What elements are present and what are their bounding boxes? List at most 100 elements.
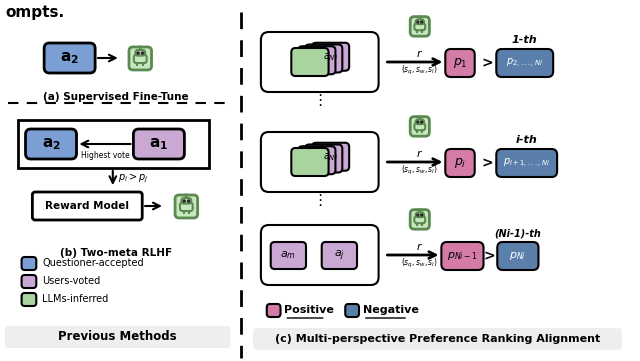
Text: ⋮: ⋮ xyxy=(312,193,328,209)
FancyBboxPatch shape xyxy=(312,143,349,171)
Circle shape xyxy=(419,209,420,211)
Circle shape xyxy=(139,46,141,48)
Text: $a_j$: $a_j$ xyxy=(334,248,345,263)
Text: Users-voted: Users-voted xyxy=(42,276,100,286)
FancyBboxPatch shape xyxy=(298,46,335,74)
FancyBboxPatch shape xyxy=(133,129,184,159)
Text: ompts.: ompts. xyxy=(5,5,64,20)
Circle shape xyxy=(420,214,422,216)
FancyBboxPatch shape xyxy=(271,242,306,269)
FancyBboxPatch shape xyxy=(414,216,425,223)
FancyBboxPatch shape xyxy=(26,129,77,159)
Text: $(s_q, s_w, s_l)$: $(s_q, s_w, s_l)$ xyxy=(401,164,438,177)
Text: $r$: $r$ xyxy=(416,48,424,59)
FancyBboxPatch shape xyxy=(261,32,379,92)
FancyBboxPatch shape xyxy=(180,203,193,211)
Text: Positive: Positive xyxy=(284,305,334,315)
Text: $p_i > p_j$: $p_i > p_j$ xyxy=(118,171,148,185)
FancyBboxPatch shape xyxy=(253,328,622,350)
Text: (Ni-1)-th: (Ni-1)-th xyxy=(495,228,541,238)
FancyBboxPatch shape xyxy=(312,43,349,71)
FancyBboxPatch shape xyxy=(415,19,424,24)
Circle shape xyxy=(417,21,419,23)
Text: LLMs-inferred: LLMs-inferred xyxy=(42,294,108,304)
FancyBboxPatch shape xyxy=(261,225,379,285)
FancyBboxPatch shape xyxy=(129,47,152,70)
Circle shape xyxy=(420,121,422,123)
Text: $\mathbf{a_2}$: $\mathbf{a_2}$ xyxy=(42,136,60,152)
Text: $a_{Ni}$: $a_{Ni}$ xyxy=(323,51,338,63)
FancyBboxPatch shape xyxy=(291,148,328,176)
Text: >: > xyxy=(482,156,493,170)
Text: >: > xyxy=(482,56,493,70)
Text: $(s_q, s_w, s_l)$: $(s_q, s_w, s_l)$ xyxy=(401,64,438,77)
Text: $(s_q, s_w, s_l)$: $(s_q, s_w, s_l)$ xyxy=(401,257,438,270)
Circle shape xyxy=(141,52,143,54)
FancyBboxPatch shape xyxy=(267,304,280,317)
FancyBboxPatch shape xyxy=(415,212,424,217)
Text: $p_{i+1,...,Ni}$: $p_{i+1,...,Ni}$ xyxy=(503,156,550,170)
Text: (c) Multi-perspective Preference Ranking Alignment: (c) Multi-perspective Preference Ranking… xyxy=(275,334,600,344)
FancyBboxPatch shape xyxy=(305,144,342,173)
Text: $p_{2,...,Ni}$: $p_{2,...,Ni}$ xyxy=(506,56,543,70)
FancyBboxPatch shape xyxy=(175,195,198,218)
Text: $\mathbf{a_2}$: $\mathbf{a_2}$ xyxy=(60,50,79,66)
Text: Questioner-accepted: Questioner-accepted xyxy=(42,258,144,268)
FancyBboxPatch shape xyxy=(22,257,36,270)
Circle shape xyxy=(137,52,139,54)
FancyBboxPatch shape xyxy=(414,23,425,30)
FancyBboxPatch shape xyxy=(497,242,538,270)
Text: $p_{Ni-1}$: $p_{Ni-1}$ xyxy=(447,250,477,262)
FancyBboxPatch shape xyxy=(322,242,357,269)
Text: $p_1$: $p_1$ xyxy=(452,56,467,70)
Circle shape xyxy=(185,194,188,196)
Text: (b) Two-meta RLHF: (b) Two-meta RLHF xyxy=(60,248,172,258)
FancyBboxPatch shape xyxy=(414,123,425,130)
Text: >: > xyxy=(484,249,495,263)
FancyBboxPatch shape xyxy=(496,149,557,177)
FancyBboxPatch shape xyxy=(135,50,145,56)
FancyBboxPatch shape xyxy=(22,275,36,288)
FancyBboxPatch shape xyxy=(410,117,429,136)
Text: $a_{Ni}$: $a_{Ni}$ xyxy=(323,151,338,163)
Text: $\mathbf{a_1}$: $\mathbf{a_1}$ xyxy=(149,136,168,152)
FancyBboxPatch shape xyxy=(345,304,359,317)
FancyBboxPatch shape xyxy=(291,48,328,76)
FancyBboxPatch shape xyxy=(5,326,230,348)
FancyBboxPatch shape xyxy=(305,44,342,73)
FancyBboxPatch shape xyxy=(22,293,36,306)
FancyBboxPatch shape xyxy=(182,198,191,204)
FancyBboxPatch shape xyxy=(44,43,95,73)
Text: Previous Methods: Previous Methods xyxy=(58,331,177,344)
FancyBboxPatch shape xyxy=(410,17,429,36)
FancyBboxPatch shape xyxy=(415,119,424,124)
FancyBboxPatch shape xyxy=(33,192,142,220)
Text: Negative: Negative xyxy=(363,305,419,315)
Text: $a_m$: $a_m$ xyxy=(280,249,296,261)
FancyBboxPatch shape xyxy=(442,242,484,270)
FancyBboxPatch shape xyxy=(445,149,475,177)
Circle shape xyxy=(419,16,420,18)
Text: i-th: i-th xyxy=(516,135,538,145)
Text: 1-th: 1-th xyxy=(512,35,538,45)
Circle shape xyxy=(417,121,419,123)
Circle shape xyxy=(188,200,189,202)
Circle shape xyxy=(417,214,419,216)
Circle shape xyxy=(420,21,422,23)
FancyBboxPatch shape xyxy=(134,55,147,63)
FancyBboxPatch shape xyxy=(298,146,335,174)
Text: Highest vote: Highest vote xyxy=(81,151,129,160)
Text: $r$: $r$ xyxy=(416,241,424,252)
Text: ⋮: ⋮ xyxy=(312,93,328,109)
Text: $p_{Ni}$: $p_{Ni}$ xyxy=(509,250,526,262)
FancyBboxPatch shape xyxy=(410,210,429,229)
Circle shape xyxy=(419,116,420,118)
FancyBboxPatch shape xyxy=(261,132,379,192)
FancyBboxPatch shape xyxy=(18,120,209,168)
FancyBboxPatch shape xyxy=(445,49,475,77)
Text: Reward Model: Reward Model xyxy=(45,201,129,211)
Text: $r$: $r$ xyxy=(416,148,424,159)
FancyBboxPatch shape xyxy=(496,49,553,77)
Text: $p_i$: $p_i$ xyxy=(454,156,466,170)
Circle shape xyxy=(183,200,185,202)
